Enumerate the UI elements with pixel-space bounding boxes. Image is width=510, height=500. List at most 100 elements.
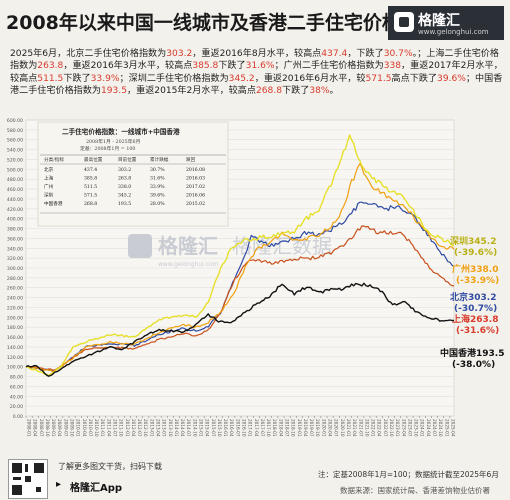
- x-tick-label: 2024-10: [438, 419, 443, 437]
- inset-subtitle-1: 2008年1月 - 2025年6月: [86, 138, 140, 145]
- x-tick-label: 2023-01: [395, 419, 400, 437]
- x-tick-label: 2010-07: [88, 419, 93, 437]
- x-tick-label: 2019-07: [309, 419, 314, 437]
- x-tick-label: 2014-04: [180, 419, 185, 437]
- x-tick-label: 2013-10: [168, 419, 173, 437]
- inset-column-header: 跌回: [186, 156, 196, 163]
- arrow-right-icon: ▸: [56, 479, 62, 490]
- y-tick-label: 600.00: [7, 118, 23, 124]
- x-tick-label: 2023-10: [414, 419, 419, 437]
- inset-table-frame: [37, 121, 229, 227]
- x-tick-label: 2019-04: [303, 419, 308, 437]
- inset-cell: 北京: [44, 166, 54, 173]
- summary-text: ，重返2016年8月水平，较高点: [192, 49, 322, 59]
- summary-value: 30.7%: [383, 49, 413, 59]
- y-tick-label: 260.00: [7, 286, 23, 292]
- download-prompt: 了解更多图文干货，扫码下载: [58, 462, 162, 471]
- inset-cell: 39.6%: [150, 193, 165, 199]
- summary-text: 2025年6月，北京二手住宅价格指数为: [10, 49, 167, 59]
- y-tick-label: 320.00: [7, 256, 23, 262]
- summary-text: 下跌了: [63, 73, 91, 84]
- x-axis: 2008-01 2008-04 2008-07 2008-10 2009-01 2009-…: [25, 416, 455, 437]
- x-tick-label: 2010-10: [94, 419, 99, 437]
- brand-logo: 格隆汇 www.gelonghui.com: [388, 6, 504, 40]
- inset-table: 二手住宅价格指数：一线城市+中国香港 2008年1月 - 2025年6月 定基：…: [37, 121, 229, 227]
- inset-column-header: 分类/指标: [44, 156, 64, 163]
- inset-cell: 33.9%: [150, 184, 165, 190]
- inset-cell: 263.8: [118, 176, 131, 182]
- inset-cell: 268.8: [84, 201, 97, 207]
- x-tick-label: 2023-07: [407, 419, 412, 437]
- summary-text: ；中国香港二手住宅价格指数为: [10, 73, 503, 97]
- series-line-深圳: [25, 134, 455, 376]
- summary-text: ，重返2017年2月水平，较高点: [10, 61, 503, 84]
- x-tick-label: 2020-01: [321, 419, 326, 437]
- series-line-上海: [25, 225, 455, 371]
- x-tick-label: 2019-10: [315, 419, 320, 437]
- summary-value: 268.8: [255, 86, 283, 97]
- x-tick-label: 2018-10: [291, 419, 296, 437]
- y-tick-label: 540.00: [7, 148, 23, 154]
- app-name[interactable]: 格隆汇App: [70, 483, 123, 494]
- x-tick-label: 2017-01: [248, 419, 253, 437]
- x-tick-label: 2012-04: [131, 419, 136, 437]
- end-change-广州: (-33.9%): [456, 276, 499, 286]
- end-label-北京: 北京303.2: [450, 291, 496, 303]
- brand-logo-icon: [394, 12, 414, 32]
- inset-cell: 31.6%: [150, 176, 165, 182]
- page-title: 2008年以来中国一线城市及香港二手住宅价格变化: [6, 12, 439, 34]
- summary-paragraph: 2025年6月，北京二手住宅价格指数为303.2，重返2016年8月水平，较高点…: [10, 48, 504, 98]
- inset-subtitle-2: 定基：2008年1月 = 100: [80, 145, 135, 152]
- x-tick-label: 2020-04: [328, 419, 333, 437]
- x-tick-label: 2022-04: [377, 419, 382, 437]
- summary-value: 33.9%: [90, 73, 120, 84]
- x-tick-label: 2018-07: [285, 419, 290, 437]
- x-tick-label: 2015-01: [199, 419, 204, 437]
- inset-title: 二手住宅价格指数：一线城市+中国香港: [62, 127, 180, 136]
- x-tick-label: 2015-07: [211, 419, 216, 437]
- summary-text: ，重返2015年2月水平，较高点: [127, 86, 256, 97]
- x-tick-label: 2015-10: [217, 419, 222, 437]
- x-tick-label: 2009-04: [57, 419, 62, 437]
- y-tick-label: 20.00: [10, 404, 23, 410]
- brand-url: www.gelonghui.com: [418, 28, 489, 36]
- inset-cell: 上海: [44, 175, 54, 182]
- summary-value: 437.4: [321, 49, 348, 59]
- inset-cell: 2017.02: [186, 184, 205, 190]
- x-tick-label: 2016-01: [223, 419, 228, 437]
- x-tick-label: 2009-01: [51, 419, 56, 437]
- line-chart: 0.00 20.00 40.00 60.00 80.00 100.00 120.00 140.…: [7, 118, 505, 437]
- x-tick-label: 2008-01: [27, 419, 32, 437]
- inset-cell: 2016.03: [186, 176, 205, 182]
- x-tick-label: 2017-04: [254, 419, 259, 437]
- watermark-brand: 格隆汇: [158, 234, 218, 258]
- inset-cell: 30.7%: [150, 167, 165, 173]
- x-tick-label: 2024-07: [432, 419, 437, 437]
- brand-name: 格隆汇: [418, 13, 460, 29]
- end-label-上海: 上海263.8: [452, 313, 498, 325]
- qr-code-icon[interactable]: [8, 459, 48, 499]
- y-tick-label: 460.00: [7, 187, 23, 193]
- x-tick-label: 2022-01: [371, 419, 376, 437]
- y-tick-label: 0.00: [13, 414, 23, 420]
- y-tick-label: 120.00: [7, 355, 23, 361]
- summary-text: ，重返2016年3月水平，较高点: [63, 61, 193, 72]
- watermark-sub: 格隆汇数据: [232, 234, 332, 258]
- y-axis: 0.00 20.00 40.00 60.00 80.00 100.00 120.00 140.…: [7, 118, 23, 420]
- x-tick-label: 2011-04: [106, 419, 111, 437]
- series-end-labels: 北京303.2(-30.7%)上海263.8(-31.6%)广州338.0(-3…: [440, 235, 504, 370]
- y-tick-label: 60.00: [10, 384, 23, 390]
- summary-value: 38%: [309, 86, 330, 97]
- inset-cell: 中国香港: [44, 200, 63, 207]
- inset-column-header: 累计跌幅: [150, 156, 169, 163]
- inset-cell: 深圳: [44, 192, 54, 199]
- series-lines: [25, 134, 455, 377]
- y-tick-label: 340.00: [7, 246, 23, 252]
- x-tick-label: 2018-01: [272, 419, 277, 437]
- y-tick-label: 280.00: [7, 276, 23, 282]
- base-note: 注：定基2008年1月=100；数据统计截至2025年6月: [318, 470, 499, 479]
- inset-cell: 385.8: [84, 176, 97, 182]
- x-tick-label: 2011-10: [119, 419, 124, 437]
- end-change-上海: (-31.6%): [456, 326, 499, 336]
- x-tick-label: 2008-07: [39, 419, 44, 437]
